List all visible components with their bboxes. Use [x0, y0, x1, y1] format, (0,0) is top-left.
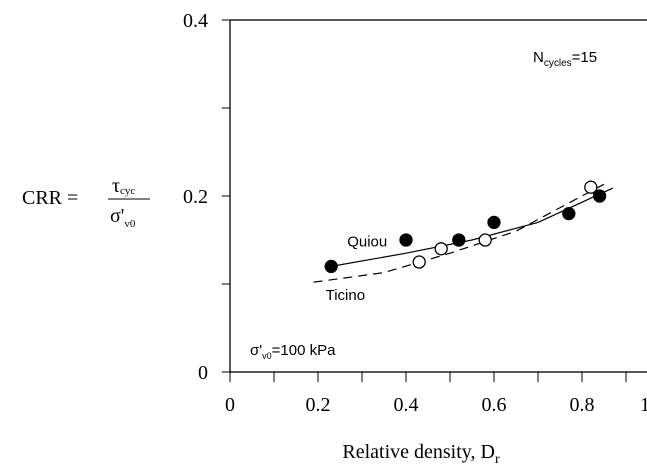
x-tick-label: 0.2: [306, 394, 331, 416]
y-tick-label: 0: [198, 362, 208, 384]
data-point: [399, 233, 413, 247]
data-point: [478, 233, 492, 247]
x-tick-label: 0.6: [482, 394, 507, 416]
x-tick-label: 0.4: [394, 394, 419, 416]
data-point: [584, 180, 598, 194]
y-tick-label: 0.2: [183, 186, 208, 208]
stress-annotation: σ'v0=100 kPa: [250, 342, 336, 361]
data-point: [592, 189, 607, 203]
series-label: Ticino: [326, 287, 365, 304]
data-point: [452, 233, 466, 247]
x-tick-label: 0.8: [570, 394, 595, 416]
cycles-annotation: Ncycles=15: [533, 49, 597, 69]
y-label-lhs: CRR =: [22, 187, 78, 209]
series-label: Quiou: [347, 233, 387, 250]
y-axis-label: CRR = τcyc σ'v0: [22, 175, 150, 230]
x-axis-label: Relative density, Dr: [342, 441, 500, 467]
data-point: [324, 259, 338, 274]
data-point: [434, 242, 448, 256]
plot-frame: [229, 19, 647, 373]
x-tick-label: 1: [640, 394, 647, 416]
fit-curve: [331, 187, 614, 267]
data-point: [487, 215, 501, 230]
data-point: [562, 206, 576, 221]
fit-curve: [313, 181, 609, 283]
x-tick-label: 0: [225, 394, 235, 416]
y-label-numerator: τcyc: [112, 175, 135, 197]
y-label-denominator: σ'v0: [110, 205, 136, 230]
y-tick-label: 0.4: [183, 10, 208, 32]
data-point: [412, 255, 426, 269]
